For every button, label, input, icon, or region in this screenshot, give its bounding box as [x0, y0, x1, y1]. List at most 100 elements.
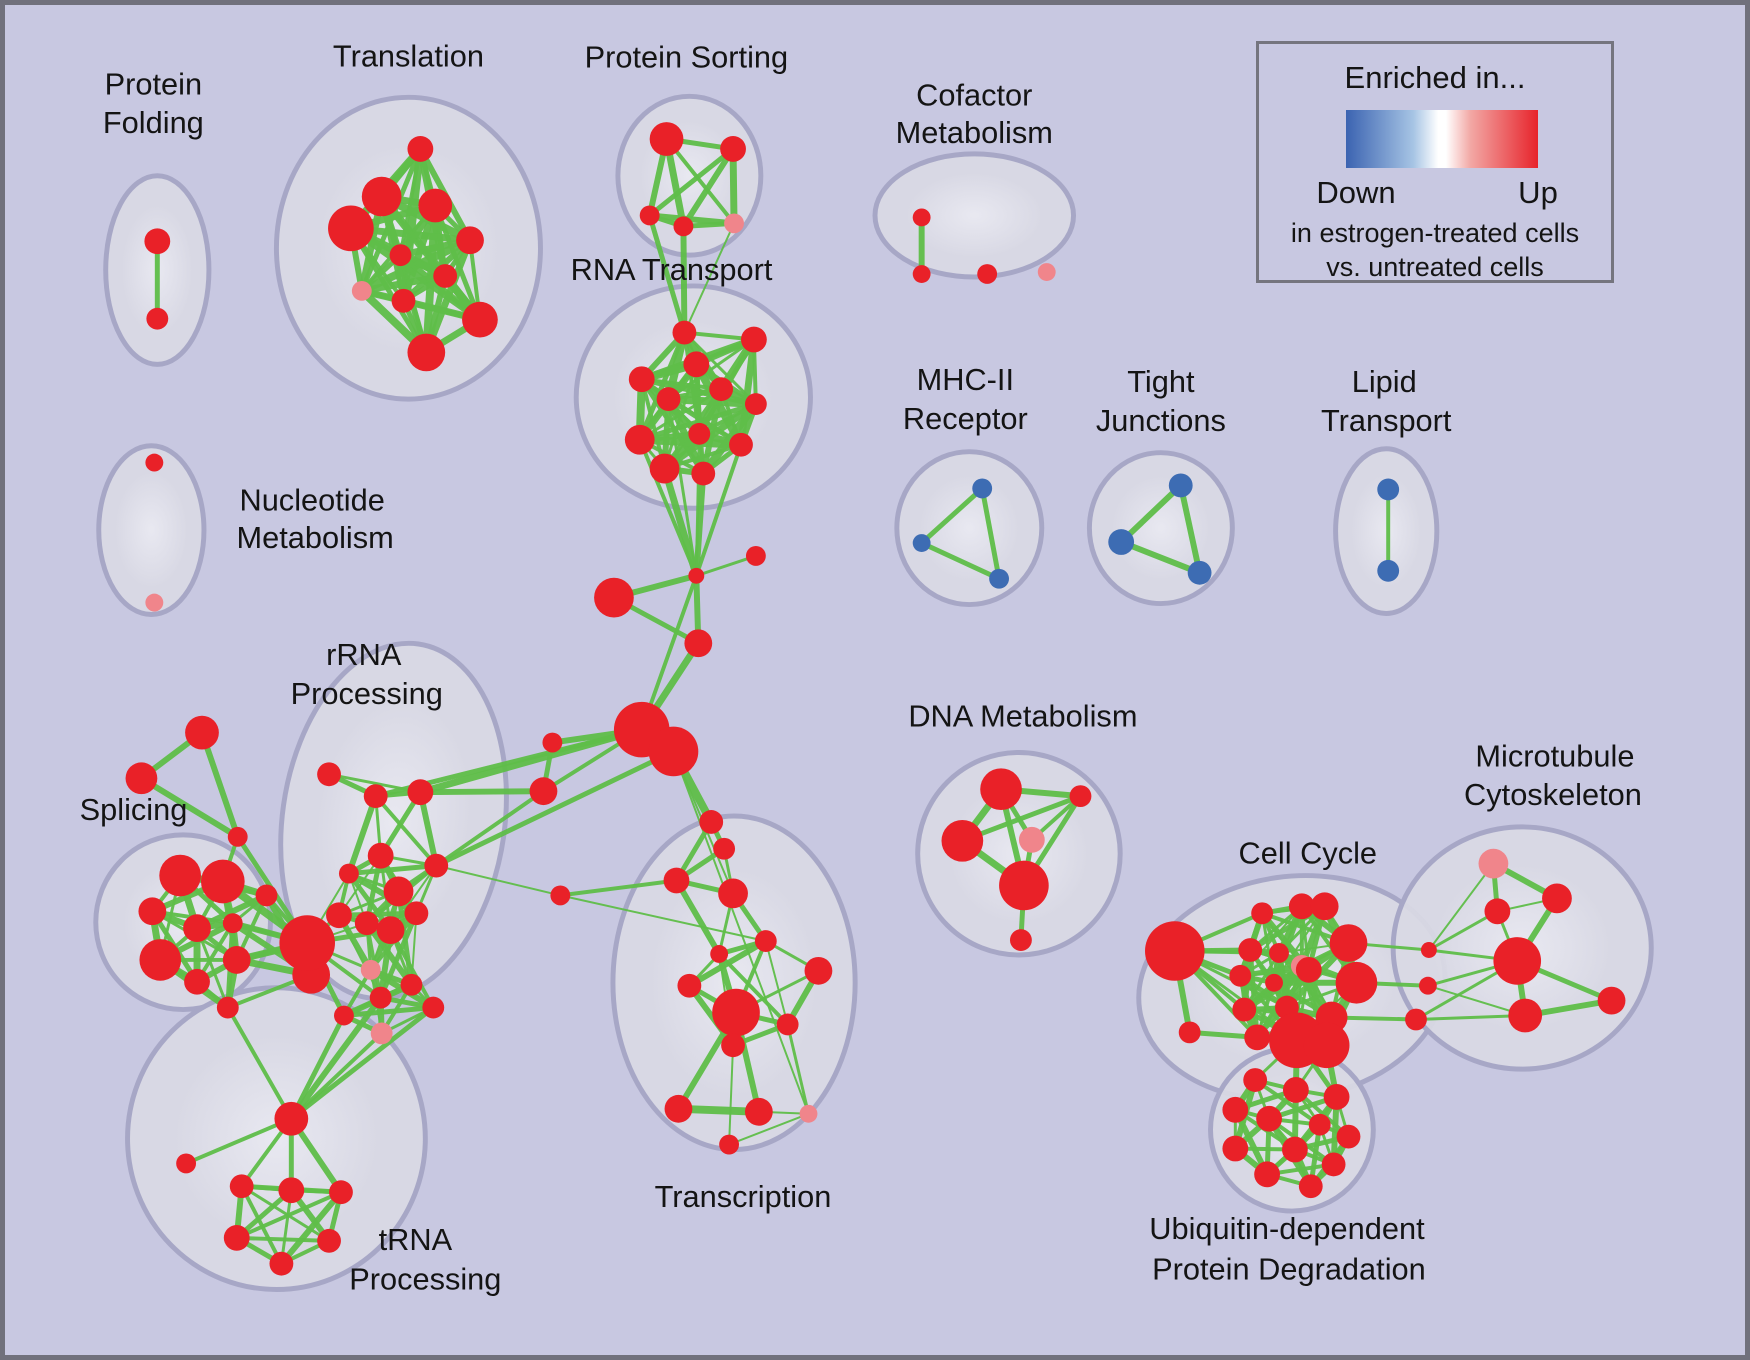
gene-set-node[interactable] [407, 333, 446, 372]
gene-set-node[interactable] [1295, 956, 1322, 983]
gene-set-node[interactable] [424, 853, 449, 878]
gene-set-node[interactable] [1329, 924, 1368, 962]
gene-set-node[interactable] [328, 205, 374, 252]
gene-set-node[interactable] [719, 1134, 740, 1155]
gene-set-node[interactable] [279, 915, 335, 971]
gene-set-node[interactable] [1254, 1161, 1280, 1188]
gene-set-node[interactable] [799, 1104, 818, 1123]
gene-set-node[interactable] [656, 387, 681, 411]
gene-set-node[interactable] [912, 534, 931, 552]
gene-set-node[interactable] [200, 859, 245, 904]
gene-set-node[interactable] [713, 837, 736, 860]
gene-set-node[interactable] [361, 176, 402, 217]
gene-set-node[interactable] [1508, 998, 1543, 1033]
gene-set-node[interactable] [1298, 1174, 1323, 1199]
gene-set-node[interactable] [980, 768, 1022, 811]
gene-set-node[interactable] [721, 1033, 745, 1058]
gene-set-node[interactable] [222, 946, 251, 974]
gene-set-node[interactable] [422, 996, 445, 1019]
gene-set-node[interactable] [724, 213, 744, 234]
gene-set-node[interactable] [542, 732, 563, 753]
gene-set-node[interactable] [677, 973, 702, 998]
gene-set-node[interactable] [354, 911, 379, 936]
gene-set-node[interactable] [1335, 961, 1378, 1004]
gene-set-node[interactable] [628, 366, 655, 393]
gene-set-node[interactable] [912, 208, 931, 227]
gene-set-node[interactable] [329, 1180, 353, 1205]
gene-set-node[interactable] [125, 762, 158, 795]
gene-set-node[interactable] [274, 1101, 309, 1136]
gene-set-node[interactable] [1251, 902, 1274, 925]
gene-set-node[interactable] [688, 422, 711, 445]
gene-set-node[interactable] [462, 301, 498, 338]
gene-set-node[interactable] [407, 136, 434, 162]
gene-set-node[interactable] [664, 1094, 693, 1123]
gene-set-node[interactable] [1323, 1084, 1350, 1110]
gene-set-node[interactable] [649, 122, 684, 156]
gene-set-node[interactable] [145, 593, 164, 612]
gene-set-node[interactable] [216, 996, 239, 1019]
gene-set-node[interactable] [744, 1097, 773, 1126]
gene-set-node[interactable] [1145, 921, 1205, 981]
gene-set-node[interactable] [912, 265, 931, 283]
gene-set-node[interactable] [326, 902, 352, 929]
gene-set-node[interactable] [1420, 942, 1437, 958]
gene-set-node[interactable] [369, 986, 392, 1009]
gene-set-node[interactable] [338, 863, 359, 884]
gene-set-node[interactable] [146, 307, 169, 330]
gene-set-node[interactable] [754, 930, 777, 952]
gene-set-node[interactable] [977, 264, 998, 284]
gene-set-node[interactable] [550, 885, 571, 906]
gene-set-node[interactable] [229, 1174, 254, 1199]
gene-set-node[interactable] [1018, 826, 1045, 853]
gene-set-node[interactable] [1168, 473, 1193, 498]
gene-set-node[interactable] [1187, 560, 1212, 585]
gene-set-node[interactable] [223, 1224, 250, 1251]
gene-set-node[interactable] [712, 988, 760, 1037]
gene-set-node[interactable] [529, 777, 558, 806]
gene-set-node[interactable] [1010, 929, 1032, 951]
gene-set-node[interactable] [740, 326, 767, 353]
gene-set-node[interactable] [683, 351, 710, 378]
gene-set-node[interactable] [672, 320, 697, 345]
gene-set-node[interactable] [370, 1022, 393, 1045]
gene-set-node[interactable] [649, 453, 680, 484]
gene-set-node[interactable] [400, 973, 423, 996]
gene-set-node[interactable] [1493, 937, 1542, 985]
gene-set-node[interactable] [1229, 964, 1252, 987]
gene-set-node[interactable] [1484, 898, 1511, 925]
gene-set-node[interactable] [227, 826, 248, 847]
gene-set-node[interactable] [594, 577, 634, 618]
gene-set-node[interactable] [418, 188, 453, 223]
gene-set-node[interactable] [1238, 938, 1263, 962]
gene-set-node[interactable] [404, 901, 429, 926]
gene-set-node[interactable] [159, 854, 201, 897]
gene-set-node[interactable] [709, 377, 734, 402]
gene-set-node[interactable] [1108, 529, 1135, 555]
gene-set-node[interactable] [1256, 1105, 1282, 1132]
gene-set-node[interactable] [1232, 997, 1257, 1022]
gene-set-node[interactable] [1243, 1068, 1268, 1092]
gene-set-node[interactable] [389, 244, 412, 267]
gene-set-node[interactable] [972, 478, 993, 499]
gene-set-node[interactable] [776, 1013, 799, 1036]
gene-set-node[interactable] [720, 136, 746, 162]
gene-set-node[interactable] [639, 205, 660, 226]
gene-set-node[interactable] [1303, 1022, 1350, 1069]
gene-set-node[interactable] [383, 876, 414, 907]
gene-set-node[interactable] [1178, 1021, 1201, 1044]
gene-set-node[interactable] [391, 288, 416, 313]
gene-set-node[interactable] [433, 264, 458, 288]
gene-set-node[interactable] [145, 453, 164, 472]
gene-set-node[interactable] [745, 545, 766, 566]
gene-set-node[interactable] [144, 228, 171, 255]
gene-set-node[interactable] [624, 424, 655, 455]
gene-set-node[interactable] [710, 945, 729, 963]
gene-set-node[interactable] [363, 784, 388, 809]
gene-set-node[interactable] [688, 567, 705, 584]
gene-set-node[interactable] [334, 1005, 354, 1026]
gene-set-node[interactable] [183, 914, 211, 943]
gene-set-node[interactable] [744, 393, 767, 415]
gene-set-node[interactable] [1377, 559, 1400, 582]
gene-set-node[interactable] [673, 216, 694, 237]
